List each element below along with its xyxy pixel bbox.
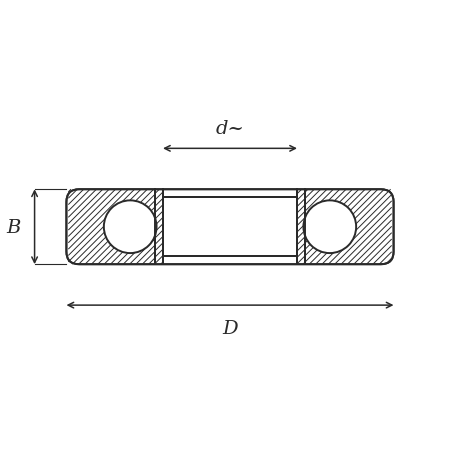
Text: D: D (222, 319, 237, 337)
Text: d~: d~ (215, 120, 244, 138)
Circle shape (104, 201, 156, 253)
FancyBboxPatch shape (66, 190, 393, 265)
Circle shape (303, 201, 355, 253)
Text: B: B (6, 218, 21, 236)
